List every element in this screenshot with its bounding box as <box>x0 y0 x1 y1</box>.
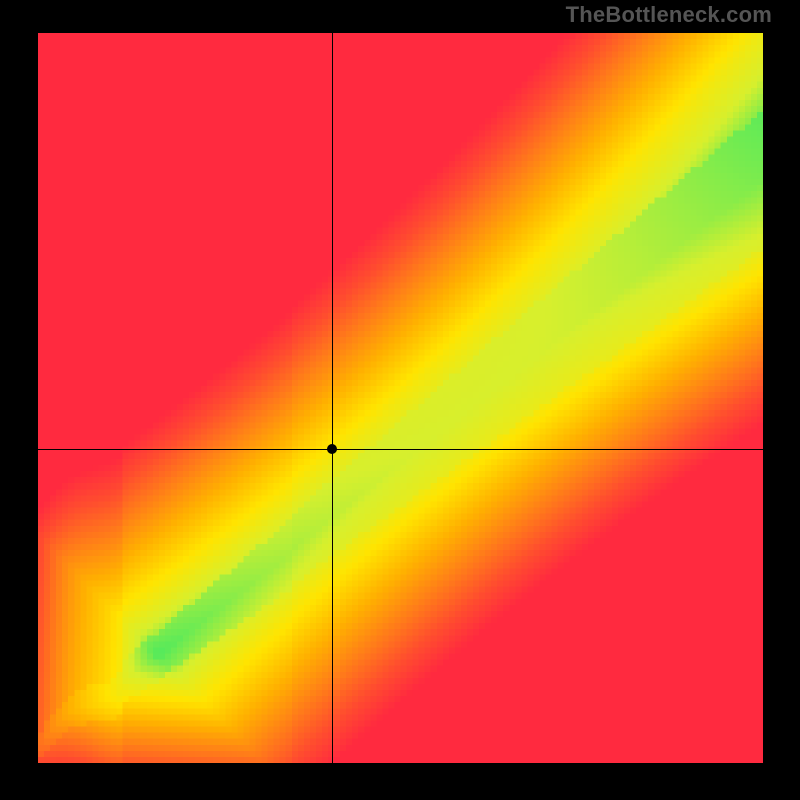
crosshair-vertical <box>332 33 333 763</box>
chart-frame: TheBottleneck.com <box>0 0 800 800</box>
crosshair-dot <box>327 444 337 454</box>
crosshair-horizontal <box>38 449 763 450</box>
bottleneck-heatmap <box>38 33 763 763</box>
watermark-text: TheBottleneck.com <box>566 2 772 28</box>
